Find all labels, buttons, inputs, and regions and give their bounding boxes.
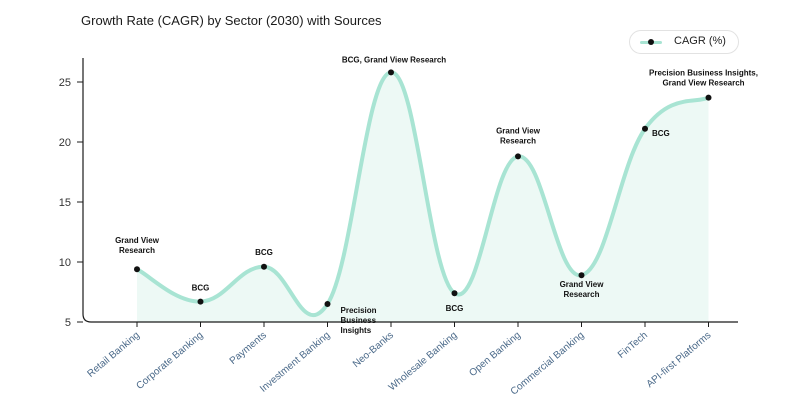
data-point: [451, 290, 458, 297]
source-annotation: Precision Business Insights,: [649, 69, 758, 78]
x-category-label: Investment Banking: [258, 330, 332, 395]
data-point: [642, 125, 648, 132]
y-tick-label: 25: [59, 77, 71, 89]
data-point: [515, 153, 521, 160]
data-point: [261, 263, 267, 270]
data-point: [578, 272, 585, 279]
source-annotation: Grand View: [560, 280, 605, 289]
source-annotation: BCG, Grand View Research: [342, 55, 446, 64]
source-annotation: BCG: [255, 248, 273, 257]
source-annotation: Grand View Research: [662, 79, 744, 88]
data-point: [705, 94, 712, 101]
data-point: [197, 298, 204, 305]
source-annotation: Business: [341, 316, 377, 325]
x-category-label: API-first Platforms: [645, 330, 714, 390]
plot-axes: [82, 58, 738, 323]
source-annotation: Grand View: [496, 126, 541, 135]
chart-title: Growth Rate (CAGR) by Sector (2030) with…: [81, 13, 382, 28]
source-annotation: Grand View: [115, 236, 160, 245]
source-annotation: Precision: [341, 306, 377, 315]
source-annotation: Research: [119, 246, 155, 255]
source-annotation: BCG: [652, 129, 670, 138]
chart-legend: CAGR (%): [629, 30, 739, 54]
x-category-label: Neo-Banks: [351, 330, 396, 370]
source-annotation: Research: [563, 290, 599, 299]
area-fill: [137, 72, 709, 322]
x-category-label: Corporate Banking: [134, 330, 205, 392]
x-category-label: Payments: [228, 330, 269, 367]
y-tick-label: 15: [59, 197, 71, 209]
x-category-label: FinTech: [616, 330, 650, 361]
source-annotation: BCG: [192, 284, 210, 293]
legend-marker: [648, 39, 654, 45]
y-tick-label: 5: [65, 317, 71, 329]
data-point: [134, 266, 140, 273]
source-annotation: BCG: [446, 304, 464, 313]
y-tick-label: 20: [59, 137, 71, 149]
y-tick-label: 10: [59, 257, 71, 269]
data-point: [388, 69, 394, 76]
source-annotation: Insights: [341, 326, 372, 335]
x-category-label: Wholesale Banking: [387, 330, 460, 393]
x-category-label: Open Banking: [467, 330, 523, 379]
x-category-label: Retail Banking: [85, 330, 141, 380]
data-point: [324, 301, 331, 307]
legend-label: CAGR (%): [674, 35, 726, 47]
source-annotation: Research: [500, 136, 536, 145]
